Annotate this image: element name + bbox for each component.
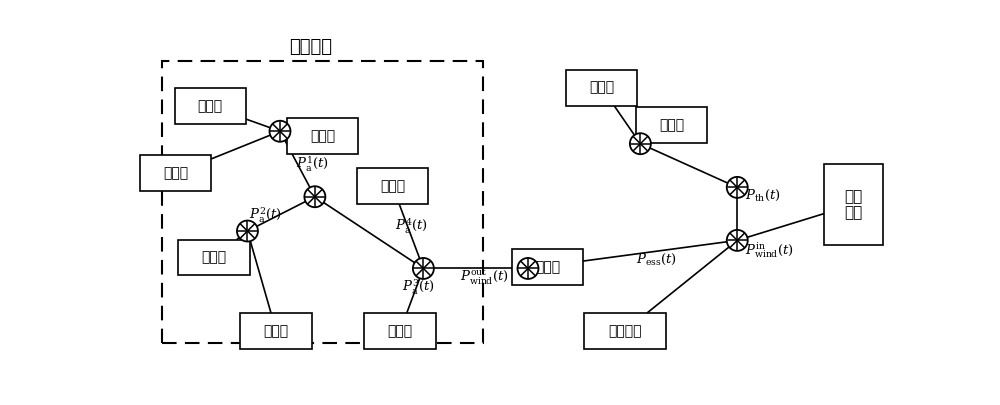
FancyBboxPatch shape	[566, 70, 637, 106]
Text: 火电厂: 火电厂	[659, 118, 684, 132]
Text: 省级
电网: 省级 电网	[844, 189, 863, 220]
FancyBboxPatch shape	[636, 107, 707, 143]
FancyBboxPatch shape	[287, 118, 358, 154]
Circle shape	[304, 186, 325, 207]
FancyBboxPatch shape	[584, 313, 666, 349]
FancyBboxPatch shape	[512, 249, 583, 285]
Text: $P^{2}_{\mathrm{a}}(t)$: $P^{2}_{\mathrm{a}}(t)$	[249, 206, 282, 225]
FancyBboxPatch shape	[364, 313, 436, 349]
Text: $P^{3}_{\mathrm{a}}(t)$: $P^{3}_{\mathrm{a}}(t)$	[402, 277, 435, 297]
Text: 储能系统: 储能系统	[608, 324, 642, 338]
FancyBboxPatch shape	[357, 168, 428, 204]
Text: 风电场: 风电场	[202, 251, 227, 264]
Text: 风电场: 风电场	[264, 324, 289, 338]
FancyBboxPatch shape	[824, 164, 883, 245]
FancyBboxPatch shape	[178, 240, 250, 275]
Text: $P^{4}_{\mathrm{a}}(t)$: $P^{4}_{\mathrm{a}}(t)$	[395, 217, 428, 236]
Circle shape	[630, 133, 651, 154]
FancyBboxPatch shape	[240, 313, 312, 349]
Text: $P^{\mathrm{in}}_{\mathrm{wind}}(t)$: $P^{\mathrm{in}}_{\mathrm{wind}}(t)$	[745, 240, 794, 260]
Circle shape	[237, 221, 258, 241]
Text: 风电场: 风电场	[388, 324, 413, 338]
Circle shape	[727, 177, 748, 198]
Text: 火电厂: 火电厂	[589, 81, 614, 95]
Text: 风电场: 风电场	[163, 166, 188, 180]
Text: $P^{\mathrm{out}}_{\mathrm{wind}}(t)$: $P^{\mathrm{out}}_{\mathrm{wind}}(t)$	[460, 268, 509, 288]
Circle shape	[518, 258, 538, 279]
Text: 风电场: 风电场	[310, 129, 335, 143]
Circle shape	[727, 230, 748, 251]
Text: $P_{\mathrm{th}}(t)$: $P_{\mathrm{th}}(t)$	[745, 188, 781, 203]
FancyBboxPatch shape	[140, 156, 211, 191]
Text: 火电厂: 火电厂	[535, 260, 560, 274]
Text: 风电场: 风电场	[198, 99, 223, 113]
Text: $P_{\mathrm{ess}}(t)$: $P_{\mathrm{ess}}(t)$	[637, 252, 678, 267]
Text: 风电场: 风电场	[380, 179, 405, 193]
Text: 风电场群: 风电场群	[290, 38, 332, 56]
Text: $P^{1}_{\mathrm{a}}(t)$: $P^{1}_{\mathrm{a}}(t)$	[296, 154, 328, 174]
Circle shape	[413, 258, 434, 279]
FancyBboxPatch shape	[175, 88, 246, 124]
Circle shape	[270, 121, 290, 142]
